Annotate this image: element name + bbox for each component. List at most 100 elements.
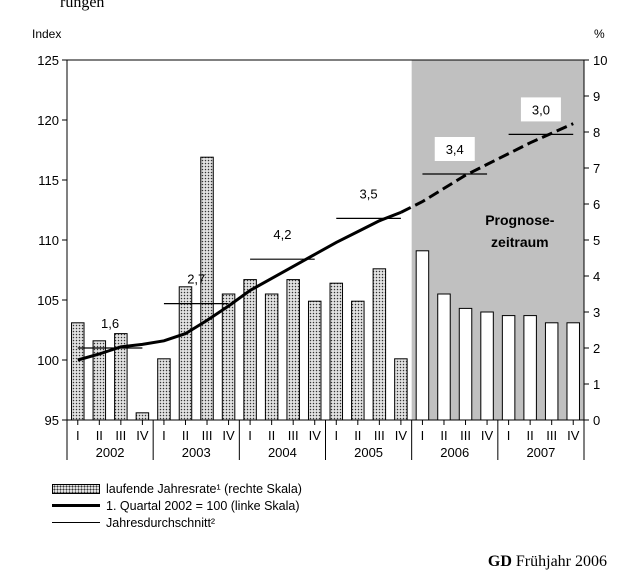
right-tick-label-6: 6 [593,197,600,212]
source-note: GD Frühjahr 2006 [488,553,607,571]
quarter-label-10: III [288,428,299,443]
index-line-actual [77,211,402,362]
bar-8 [243,279,257,421]
labels-group: 1,6 2,7 4,2 3,5 3,4 3,0 Prognose-zeitraum [101,97,561,331]
year-label-2002: 2002 [96,445,125,460]
quarter-label-4: I [162,428,166,443]
quarter-label-15: IV [395,428,408,443]
quarter-label-21: II [527,428,534,443]
bar-5 [178,286,193,421]
quarter-label-6: III [202,428,213,443]
left-axis-unit: Index [32,27,61,41]
left-tick-label-95: 95 [45,413,59,428]
legend-swatch-bar [52,483,100,494]
bar-0 [71,322,85,421]
quarter-label-14: III [374,428,385,443]
left-tick-label-105: 105 [37,293,59,308]
quarter-label-11: IV [309,428,322,443]
legend-item-average: Jahresdurchschnitt² [52,514,302,531]
right-tick-label-8: 8 [593,125,600,140]
forecast-label-0: Prognose- [485,212,555,228]
bar-11 [307,300,322,421]
quarter-label-9: II [268,428,275,443]
right-tick-label-4: 4 [593,269,600,284]
legend-item-line: 1. Quartal 2002 = 100 (linke Skala) [52,497,302,514]
year-label-2004: 2004 [268,445,297,460]
right-tick-label-1: 1 [593,377,600,392]
annotation-4: 3,4 [446,142,464,157]
annotation-bg-5 [520,97,561,122]
annotation-1: 2,7 [187,272,205,287]
bar-13 [351,300,365,421]
quarter-label-18: III [460,428,471,443]
quarter-label-22: III [546,428,557,443]
quarter-label-13: II [354,428,361,443]
right-tick-label-2: 2 [593,341,600,356]
bar-20 [501,315,516,421]
bar-21 [523,315,537,421]
bar-18 [458,307,473,421]
index-line-forecast [400,122,574,214]
bar-16 [415,250,430,421]
forecast-label-1: zeitraum [491,234,549,250]
right-tick-label-5: 5 [593,233,600,248]
bar-9 [264,293,279,421]
legend-label-line: 1. Quartal 2002 = 100 (linke Skala) [106,498,300,513]
legend-label-bar: laufende Jahresrate¹ (rechte Skala) [106,481,302,496]
right-tick-label-10: 10 [593,53,607,68]
bar-10 [286,279,300,421]
bar-17 [437,293,451,421]
right-tick-label-7: 7 [593,161,600,176]
source-org: GD [487,553,512,570]
header-fragment: rungen [60,0,105,11]
quarter-label-2: III [115,428,126,443]
bar-12 [329,282,344,421]
right-tick-label-3: 3 [593,305,600,320]
left-tick-label-125: 125 [37,53,59,68]
legend-swatch-average [52,522,100,523]
quarter-label-8: I [248,428,252,443]
quarter-label-17: II [440,428,447,443]
bar-19 [480,311,494,421]
bar-3 [135,412,150,421]
bar-15 [394,358,408,421]
year-label-2005: 2005 [354,445,383,460]
year-label-2007: 2007 [526,445,555,460]
annotation-2: 4,2 [273,227,291,242]
legend: laufende Jahresrate¹ (rechte Skala) 1. Q… [52,480,302,531]
legend-label-average: Jahresdurchschnitt² [106,515,216,530]
year-label-2006: 2006 [440,445,469,460]
left-tick-label-120: 120 [37,113,59,128]
bar-7 [221,293,236,421]
legend-item-bar: laufende Jahresrate¹ (rechte Skala) [52,480,302,497]
left-tick-label-100: 100 [37,353,59,368]
right-axis-unit: % [594,27,605,41]
quarter-label-19: IV [481,428,494,443]
lines-group [77,122,574,362]
quarter-label-16: I [421,428,425,443]
annotation-bg-4 [434,137,475,161]
bar-4 [157,358,171,421]
quarter-label-23: IV [567,428,580,443]
annotation-5: 3,0 [532,102,550,117]
right-tick-label-0: 0 [593,413,600,428]
right-tick-label-9: 9 [593,89,600,104]
year-label-2003: 2003 [182,445,211,460]
annotation-0: 1,6 [101,316,119,331]
bar-14 [372,268,387,421]
quarter-label-5: II [182,428,189,443]
quarter-label-0: I [76,428,80,443]
left-tick-label-115: 115 [38,173,59,188]
left-tick-label-110: 110 [38,233,59,248]
legend-swatch-line [52,504,100,507]
bar-22 [544,322,559,421]
quarter-label-7: IV [222,428,235,443]
quarter-label-3: IV [136,428,149,443]
quarter-label-12: I [334,428,338,443]
annotation-3: 3,5 [360,186,378,201]
bar-23 [566,322,580,421]
quarter-label-1: II [96,428,103,443]
